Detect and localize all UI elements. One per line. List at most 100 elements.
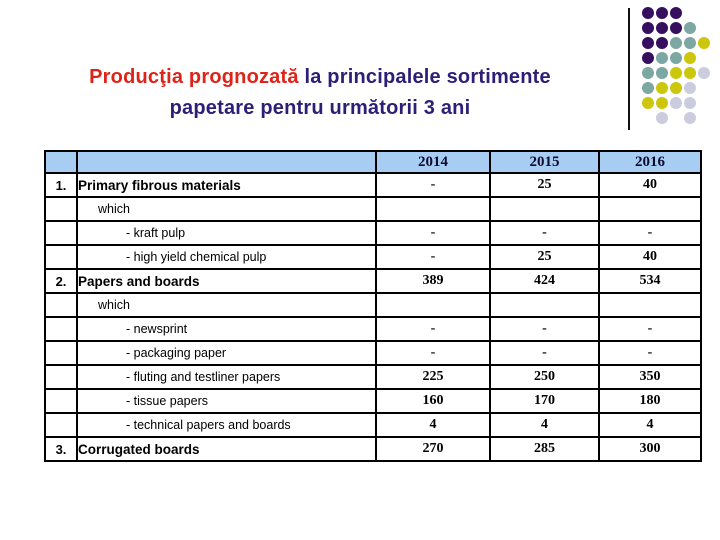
- value-2016: [598, 292, 702, 318]
- decorative-dot: [670, 22, 682, 34]
- decorative-dot: [670, 37, 682, 49]
- decorative-dot: [656, 67, 668, 79]
- value-2015: 250: [489, 364, 600, 390]
- value-2014: [375, 292, 491, 318]
- row-label: which: [76, 196, 377, 222]
- table-row: - tissue papers 160 170 180: [44, 388, 702, 414]
- value-2015: 170: [489, 388, 600, 414]
- decorative-dot: [684, 82, 696, 94]
- row-label: - tissue papers: [76, 388, 377, 414]
- row-label: - newsprint: [76, 316, 377, 342]
- decorative-dot: [670, 97, 682, 109]
- value-2016: 40: [598, 244, 702, 270]
- dots-decoration: [642, 7, 718, 131]
- value-2014: 160: [375, 388, 491, 414]
- value-2016: -: [598, 340, 702, 366]
- row-number: [44, 388, 78, 414]
- header-year-2015: 2015: [489, 150, 600, 174]
- row-label: Primary fibrous materials: [76, 172, 377, 198]
- row-number: [44, 220, 78, 246]
- decorative-dot: [684, 97, 696, 109]
- decorative-line: [628, 8, 630, 130]
- row-label: - high yield chemical pulp: [76, 244, 377, 270]
- value-2014: 225: [375, 364, 491, 390]
- value-2014: 270: [375, 436, 491, 462]
- decorative-dot: [656, 82, 668, 94]
- value-2014: 4: [375, 412, 491, 438]
- value-2015: 424: [489, 268, 600, 294]
- decorative-dot: [656, 97, 668, 109]
- decorative-dot: [684, 52, 696, 64]
- decorative-dot: [642, 7, 654, 19]
- row-number: 1.: [44, 172, 78, 198]
- value-2015: 4: [489, 412, 600, 438]
- decorative-dot: [670, 67, 682, 79]
- value-2014: -: [375, 172, 491, 198]
- value-2016: -: [598, 220, 702, 246]
- decorative-dot: [642, 52, 654, 64]
- table-row: which: [44, 292, 702, 318]
- row-label: - technical papers and boards: [76, 412, 377, 438]
- value-2015: 285: [489, 436, 600, 462]
- row-label: Corrugated boards: [76, 436, 377, 462]
- value-2016: 350: [598, 364, 702, 390]
- decorative-dot: [684, 37, 696, 49]
- page-title: Producţia prognozată la principalele sor…: [20, 62, 620, 124]
- decorative-dot: [698, 37, 710, 49]
- table-row: - newsprint - - -: [44, 316, 702, 342]
- value-2015: -: [489, 220, 600, 246]
- title-highlight: Producţia prognozată: [89, 66, 299, 88]
- row-number: [44, 196, 78, 222]
- row-number: [44, 412, 78, 438]
- decorative-dot: [670, 82, 682, 94]
- decorative-dot: [656, 37, 668, 49]
- value-2016: 180: [598, 388, 702, 414]
- table-row: 2. Papers and boards 389 424 534: [44, 268, 702, 294]
- row-label: - kraft pulp: [76, 220, 377, 246]
- table-row: 3. Corrugated boards 270 285 300: [44, 436, 702, 462]
- forecast-table: 2014 2015 2016 1. Primary fibrous materi…: [44, 150, 702, 462]
- value-2015: 25: [489, 172, 600, 198]
- title-line2: papetare pentru următorii 3 ani: [169, 97, 471, 119]
- value-2014: 389: [375, 268, 491, 294]
- value-2015: -: [489, 316, 600, 342]
- table-row: which: [44, 196, 702, 222]
- decorative-dot: [642, 37, 654, 49]
- value-2015: -: [489, 340, 600, 366]
- value-2014: -: [375, 340, 491, 366]
- decorative-dot: [656, 22, 668, 34]
- row-label: - fluting and testliner papers: [76, 364, 377, 390]
- header-year-2016: 2016: [598, 150, 702, 174]
- value-2016: 534: [598, 268, 702, 294]
- row-number: [44, 316, 78, 342]
- row-label: - packaging paper: [76, 340, 377, 366]
- decorative-dot: [656, 7, 668, 19]
- header-empty-label: [76, 150, 377, 174]
- table-row: 1. Primary fibrous materials - 25 40: [44, 172, 702, 198]
- row-number: [44, 292, 78, 318]
- decorative-dot: [642, 22, 654, 34]
- decorative-dot: [684, 112, 696, 124]
- value-2016: -: [598, 316, 702, 342]
- value-2014: [375, 196, 491, 222]
- value-2014: -: [375, 244, 491, 270]
- decorative-dot: [642, 82, 654, 94]
- header-empty-num: [44, 150, 78, 174]
- row-number: 3.: [44, 436, 78, 462]
- value-2015: 25: [489, 244, 600, 270]
- value-2014: -: [375, 220, 491, 246]
- decorative-dot: [642, 97, 654, 109]
- decorative-dot: [656, 112, 668, 124]
- decorative-dot: [670, 7, 682, 19]
- row-number: [44, 364, 78, 390]
- table-row: - fluting and testliner papers 225 250 3…: [44, 364, 702, 390]
- value-2016: 300: [598, 436, 702, 462]
- table-row: - high yield chemical pulp - 25 40: [44, 244, 702, 270]
- table-row: - technical papers and boards 4 4 4: [44, 412, 702, 438]
- value-2015: [489, 196, 600, 222]
- table-header-row: 2014 2015 2016: [44, 150, 702, 174]
- decorative-dot: [670, 52, 682, 64]
- value-2016: 40: [598, 172, 702, 198]
- decorative-dot: [656, 52, 668, 64]
